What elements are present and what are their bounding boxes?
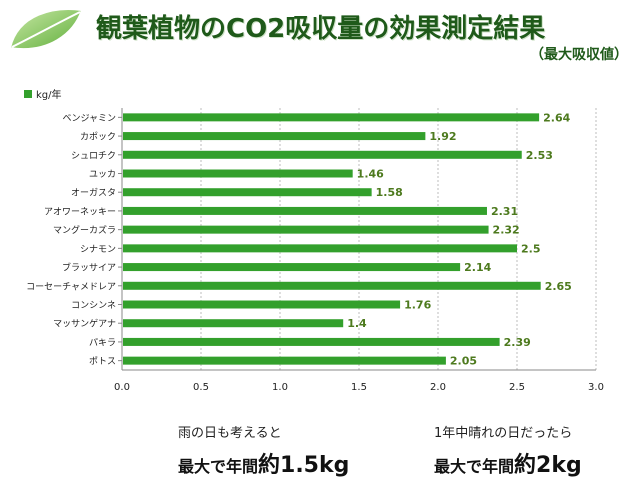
legend-swatch: [24, 90, 32, 98]
bar: [123, 225, 489, 234]
bar: [123, 337, 500, 346]
category-label: カポック: [80, 132, 116, 143]
category-label: ブラッサイア: [62, 262, 116, 274]
bar: [123, 281, 541, 290]
x-tick-label: 0.5: [193, 382, 209, 393]
bar: [123, 206, 487, 215]
note-left-big: 約1.5kg: [258, 453, 350, 478]
note-left-prefix: 最大で年間: [178, 457, 259, 476]
category-label: マッサンゲアナ: [53, 318, 116, 330]
bar: [123, 319, 344, 328]
legend-label: kg/年: [36, 88, 62, 101]
note-right: 1年中晴れの日だったら 最大で年間約2kg: [434, 422, 582, 479]
category-label: コーセーチャメドレア: [26, 281, 116, 292]
category-label: オーガスタ: [71, 188, 116, 199]
note-right-big: 約2kg: [514, 453, 582, 478]
data-label: 1.46: [357, 168, 384, 181]
x-tick-label: 3.0: [588, 382, 604, 393]
category-label: アオワーネッキー: [44, 206, 116, 217]
bar: [123, 169, 353, 178]
category-label: マングーカズラ: [53, 224, 116, 236]
note-left-value: 最大で年間約1.5kg: [178, 447, 349, 479]
note-right-caption: 1年中晴れの日だったら: [434, 426, 573, 441]
data-label: 1.58: [376, 186, 403, 199]
note-right-prefix: 最大で年間: [434, 457, 515, 476]
category-label: ユッカ: [89, 169, 116, 180]
category-label: シナモン: [80, 244, 116, 255]
data-label: 1.76: [404, 299, 431, 312]
data-label: 2.5: [521, 242, 541, 255]
bar: [123, 150, 522, 159]
data-label: 2.05: [450, 355, 477, 368]
data-label: 1.4: [347, 317, 367, 330]
x-tick-label: 1.0: [272, 382, 288, 393]
category-label: パキラ: [89, 337, 116, 348]
leaf-logo-icon: [8, 8, 84, 51]
page-title: 観葉植物のCO2吸収量の効果測定結果: [96, 14, 546, 44]
note-right-value: 最大で年間約2kg: [434, 447, 582, 479]
bar: [123, 300, 401, 309]
bar: [123, 263, 461, 272]
data-label: 2.14: [464, 261, 491, 274]
bar: [123, 188, 372, 197]
category-label: ポトス: [89, 356, 116, 367]
bar-chart: kg/年 0.0 0.5 1.0 1.5 2.0 2.5 3.0 ベンジャミン 2.64 カポック 1…: [24, 88, 604, 393]
bar: [123, 356, 446, 365]
bar: [123, 244, 517, 253]
data-label: 2.65: [545, 280, 572, 293]
x-tick-label: 1.5: [351, 382, 367, 393]
bar: [123, 113, 540, 122]
data-label: 2.53: [526, 149, 553, 162]
category-label: ベンジャミン: [62, 114, 116, 124]
data-label: 2.31: [491, 205, 518, 218]
note-left: 雨の日も考えると 最大で年間約1.5kg: [178, 422, 349, 479]
x-tick-label: 2.0: [430, 382, 446, 393]
data-label: 2.64: [543, 111, 570, 124]
page-subtitle: （最大吸収値）: [530, 47, 628, 63]
data-label: 2.32: [493, 224, 520, 237]
data-label: 2.39: [504, 336, 531, 349]
category-label: シュロチク: [71, 150, 116, 161]
bar: [123, 132, 426, 141]
note-left-caption: 雨の日も考えると: [178, 426, 282, 441]
category-label: コンシンネ: [71, 300, 116, 311]
data-label: 1.92: [429, 130, 456, 143]
x-tick-label: 0.0: [114, 382, 130, 393]
x-tick-label: 2.5: [509, 382, 525, 393]
